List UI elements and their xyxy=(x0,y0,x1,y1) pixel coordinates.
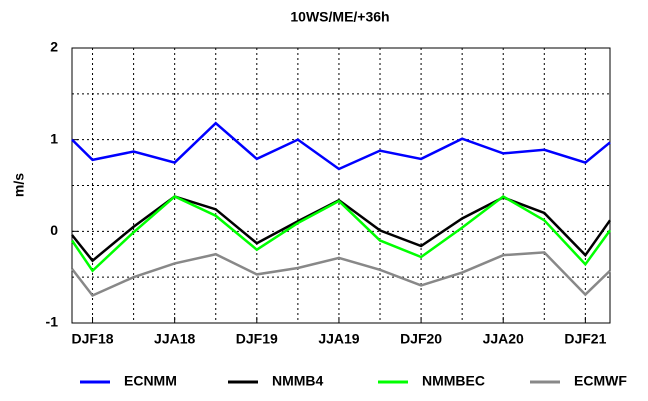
series-line xyxy=(71,195,612,263)
chart-title: 10WS/ME/+36h xyxy=(290,9,389,25)
legend-label: ECMWF xyxy=(574,373,627,389)
legend-label: ECNMM xyxy=(124,373,177,389)
x-tick-label: JJA19 xyxy=(318,331,359,347)
x-tick-label: DJF21 xyxy=(564,331,606,347)
y-tick-label: -1 xyxy=(46,314,59,330)
plot-frame xyxy=(71,47,611,324)
series-line xyxy=(70,195,612,273)
series-line xyxy=(71,121,611,171)
y-tick-label: 2 xyxy=(50,39,58,55)
x-tick-label: DJF18 xyxy=(72,331,114,347)
x-tick-label: DJF20 xyxy=(400,331,442,347)
legend-label: NMMBEC xyxy=(422,373,485,389)
y-tick-label: 1 xyxy=(50,130,58,146)
y-tick-label: 0 xyxy=(50,222,58,238)
y-axis-label: m/s xyxy=(11,173,27,197)
series-line xyxy=(71,251,611,298)
x-tick-label: JJA20 xyxy=(483,331,524,347)
x-tick-label: JJA18 xyxy=(154,331,195,347)
legend-label: NMMB4 xyxy=(272,373,324,389)
x-tick-label: DJF19 xyxy=(236,331,278,347)
